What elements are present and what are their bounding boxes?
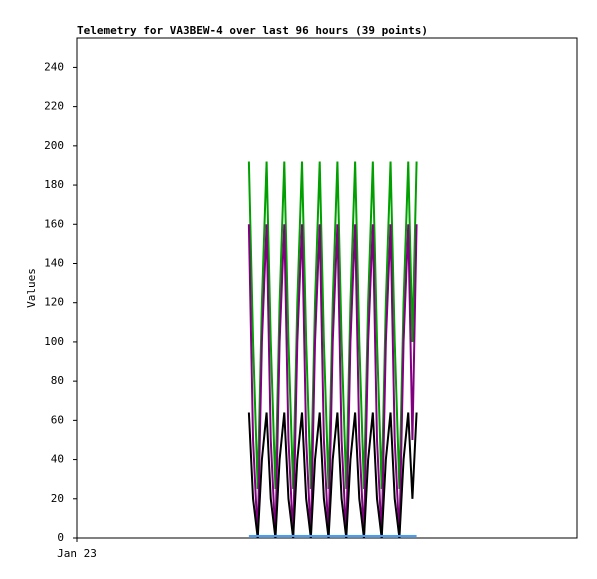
plot-frame (76, 37, 578, 539)
chart-title: Telemetry for VA3BEW-4 over last 96 hour… (77, 24, 428, 37)
y-tick-label: 200 (44, 139, 64, 152)
y-tick-label: 180 (44, 178, 64, 191)
y-tick-label: 80 (51, 374, 64, 387)
y-tick-label: 40 (51, 453, 64, 466)
y-tick-label: 160 (44, 217, 64, 230)
y-tick-label: 20 (51, 492, 64, 505)
y-tick-label: 120 (44, 296, 64, 309)
y-tick-label: 240 (44, 60, 64, 73)
y-tick-label: 220 (44, 100, 64, 113)
y-tick-label: 0 (57, 531, 64, 544)
y-tick-label: 140 (44, 256, 64, 269)
y-tick-label: 60 (51, 413, 64, 426)
y-axis-label: Values (25, 268, 38, 308)
series-line (247, 412, 418, 539)
x-tick-label: Jan 23 (57, 547, 97, 560)
series-line (247, 224, 418, 539)
y-tick-label: 100 (44, 335, 64, 348)
